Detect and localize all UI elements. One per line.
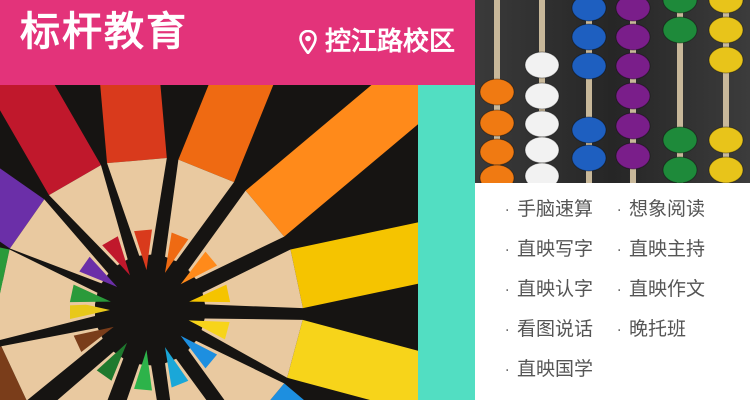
course-item: · 想象阅读 <box>617 200 705 219</box>
abacus-bead <box>708 16 744 44</box>
course-label: 直映写字 <box>517 238 594 260</box>
course-item: · 手脑速算 <box>505 200 593 219</box>
course-item: · 直映写字 <box>505 240 593 259</box>
course-label: 直映国学 <box>517 358 594 380</box>
abacus-bead <box>615 23 651 51</box>
abacus-bead <box>524 110 560 138</box>
abacus-rod <box>677 0 683 183</box>
course-label: 晚托班 <box>629 318 687 340</box>
abacus-bead <box>615 0 651 22</box>
abacus-bead <box>524 82 560 110</box>
pencil <box>164 85 347 273</box>
abacus-rod <box>586 0 592 183</box>
abacus-bead <box>571 0 607 22</box>
colored-pencils-photo <box>0 85 418 400</box>
abacus-bead <box>479 164 515 183</box>
bullet: · <box>617 323 622 339</box>
course-item: · 直映认字 <box>505 280 593 299</box>
course-item: · 直映主持 <box>617 240 705 259</box>
abacus-bead <box>662 16 698 44</box>
abacus-bead <box>571 116 607 144</box>
abacus-bead <box>708 126 744 154</box>
abacus-bead <box>524 162 560 183</box>
abacus-bead <box>662 126 698 154</box>
bullet: · <box>505 243 510 259</box>
bullet: · <box>505 363 510 379</box>
abacus-bead <box>615 112 651 140</box>
abacus-bead <box>708 156 744 183</box>
abacus-bead <box>662 0 698 14</box>
pencil <box>0 187 111 309</box>
course-label: 看图说话 <box>517 318 594 340</box>
abacus-bead <box>524 51 560 79</box>
abacus-bead <box>571 144 607 172</box>
abacus-bead <box>615 52 651 80</box>
bullet: · <box>617 203 622 219</box>
abacus-bead <box>708 0 744 14</box>
pencil <box>39 342 128 400</box>
course-item: · 看图说话 <box>505 320 593 339</box>
course-label: 直映认字 <box>517 278 594 300</box>
bullet: · <box>505 203 510 219</box>
abacus-bead <box>524 136 560 164</box>
course-item: · 晚托班 <box>617 320 686 339</box>
location-pin-icon <box>299 30 317 54</box>
bullet: · <box>617 283 622 299</box>
course-label: 想象阅读 <box>629 198 706 220</box>
abacus-beads-photo <box>475 0 750 183</box>
abacus-bead <box>479 138 515 166</box>
bullet: · <box>617 243 622 259</box>
pencil <box>107 349 167 400</box>
pencil <box>189 187 418 309</box>
abacus-bead <box>479 78 515 106</box>
course-item: · 直映国学 <box>505 360 593 379</box>
course-label: 手脑速算 <box>517 198 594 220</box>
course-item: · 直映作文 <box>617 280 705 299</box>
abacus-bead <box>571 23 607 51</box>
abacus-bead <box>615 82 651 110</box>
abacus-bead <box>571 52 607 80</box>
pencil <box>188 318 418 400</box>
abacus-bead <box>708 46 744 74</box>
pencil <box>164 347 235 400</box>
campus-label: 控江路校区 <box>324 27 455 57</box>
course-label: 直映作文 <box>629 278 706 300</box>
campus-location: 控江路校区 <box>299 29 455 55</box>
pencil <box>80 85 167 271</box>
pencil <box>180 85 418 285</box>
brand-title: 标杆教育 <box>20 9 188 55</box>
header-banner: 标杆教育 控江路校区 <box>0 0 475 85</box>
abacus-bead <box>479 109 515 137</box>
pencil <box>180 335 418 400</box>
abacus-rods <box>479 0 744 183</box>
pencil <box>0 326 114 400</box>
pencil <box>0 85 130 276</box>
pencil <box>0 85 118 288</box>
course-label: 直映主持 <box>629 238 706 260</box>
abacus-bead <box>662 156 698 183</box>
bullet: · <box>505 323 510 339</box>
pencil-fan <box>0 85 418 400</box>
abacus-bead <box>615 142 651 170</box>
bullet: · <box>505 283 510 299</box>
abacus-rod <box>723 0 729 183</box>
